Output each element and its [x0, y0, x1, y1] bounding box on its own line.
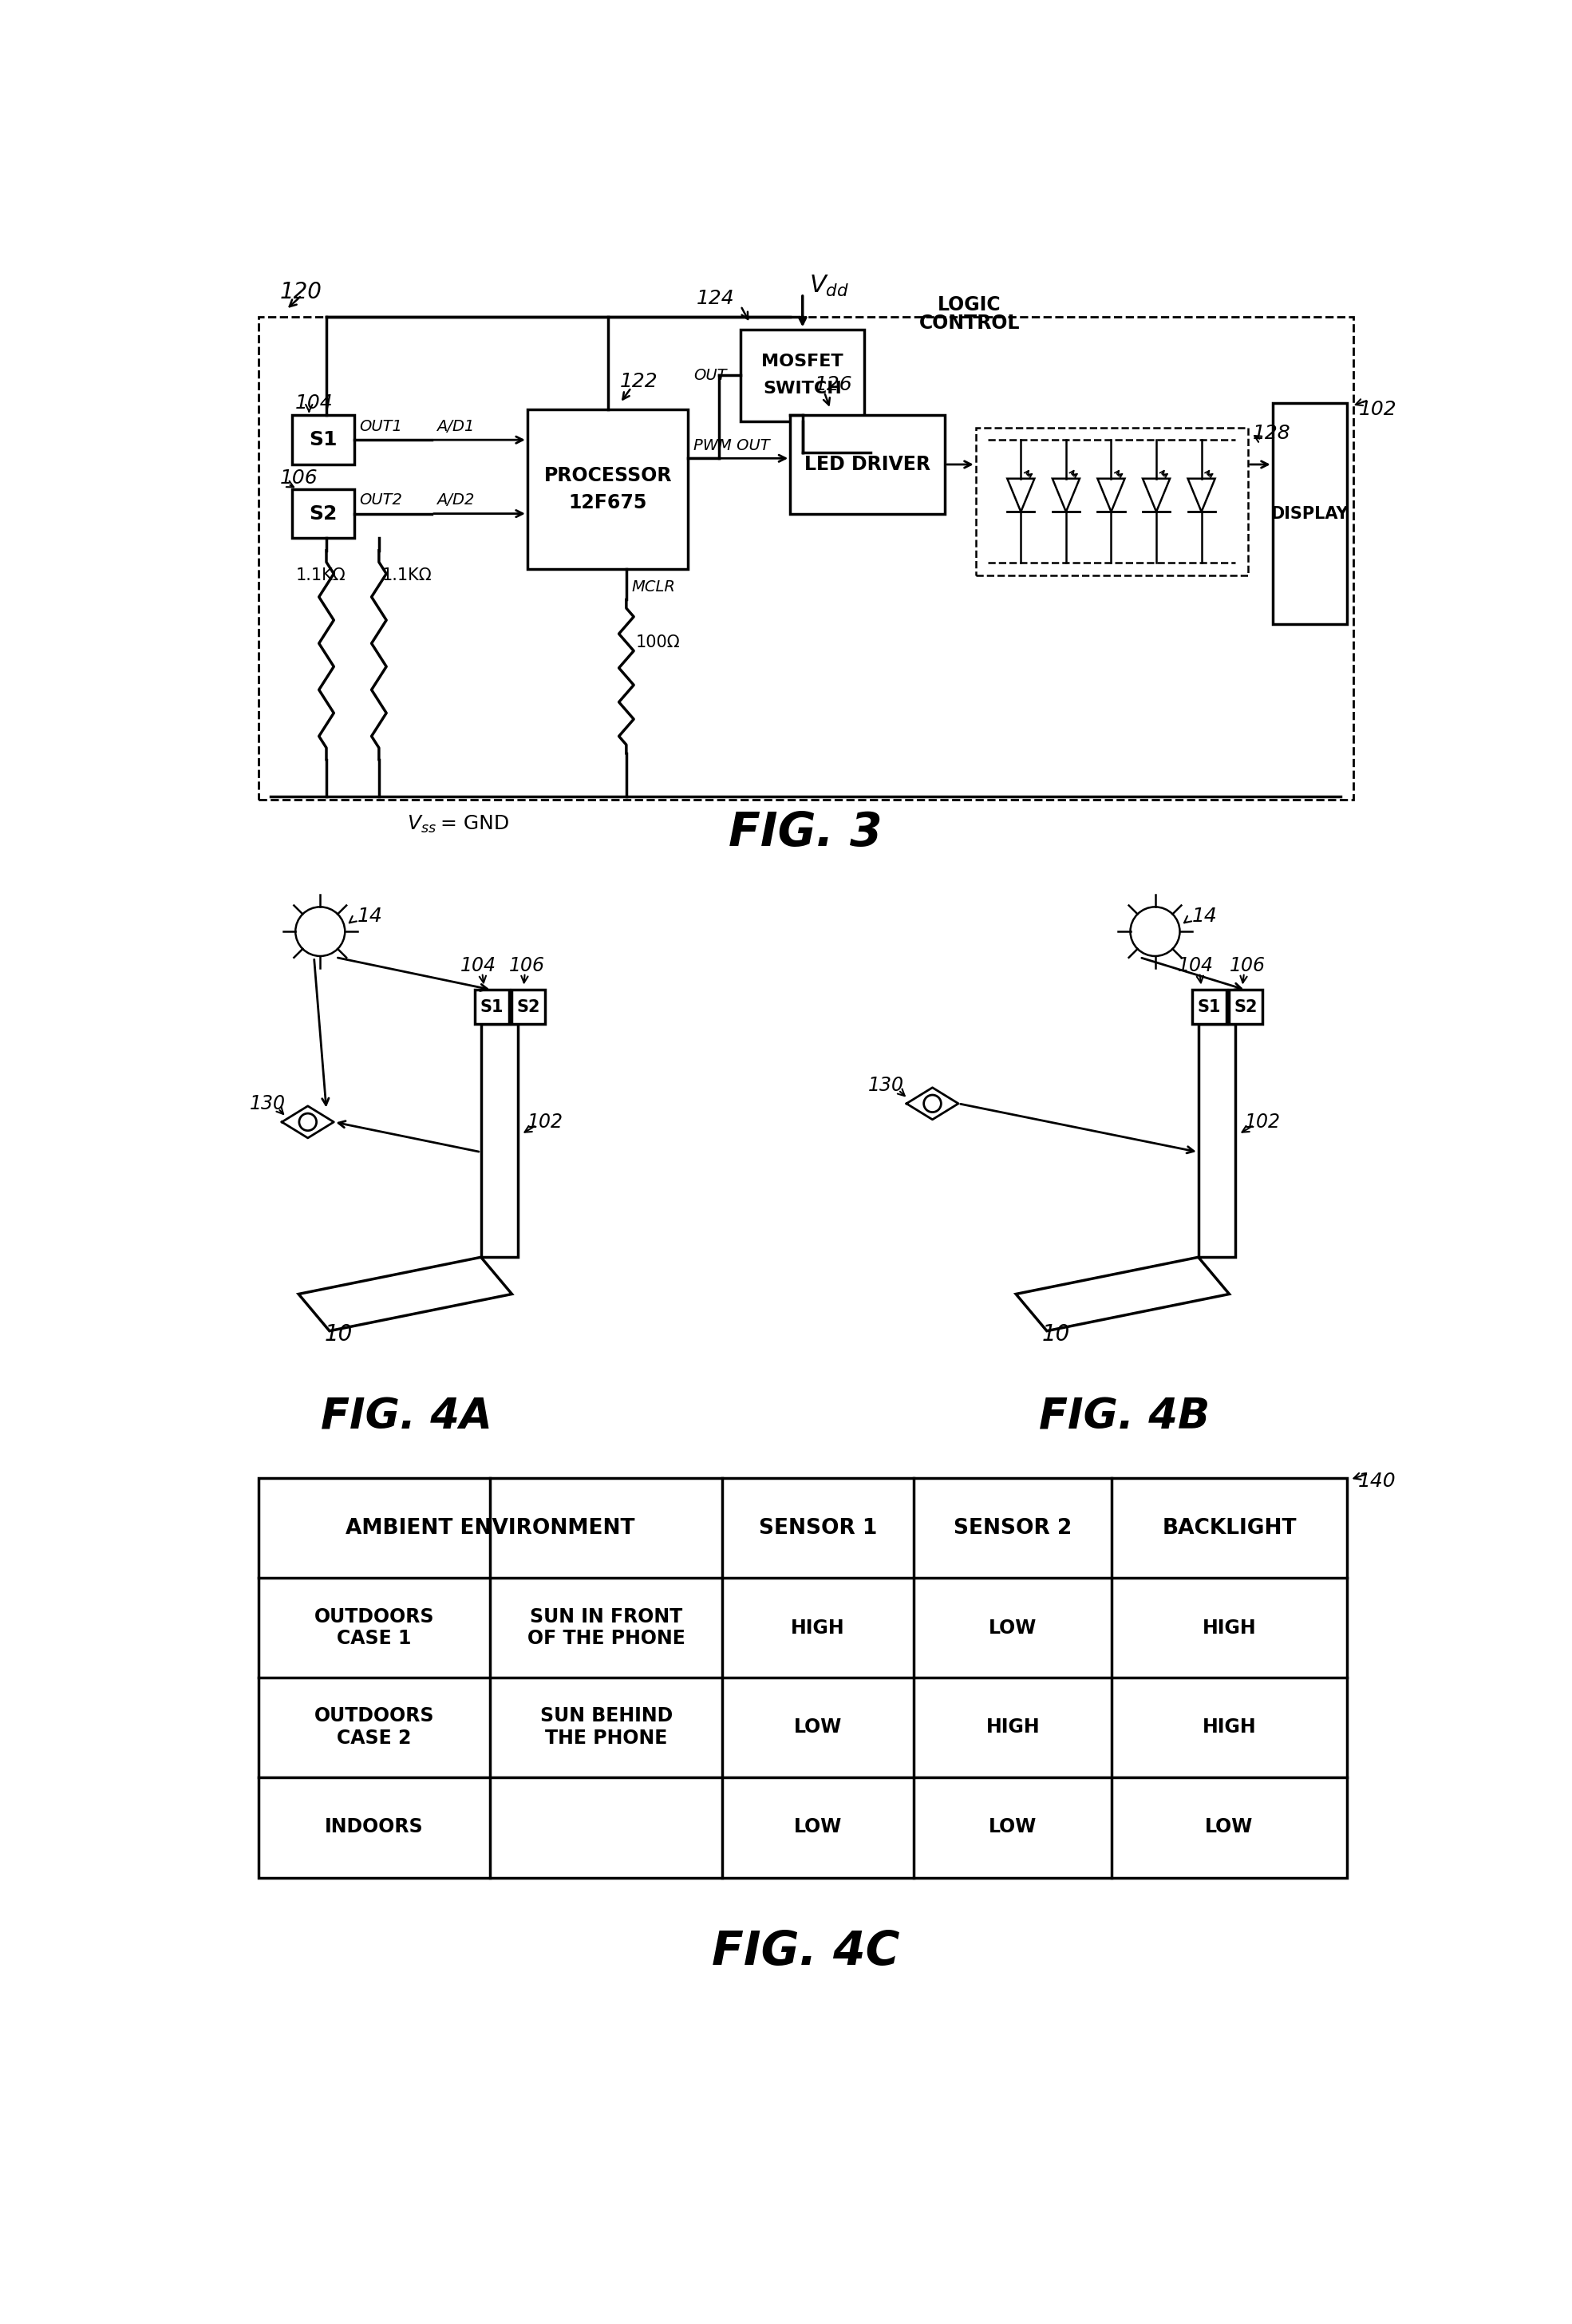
Text: SENSOR 2: SENSOR 2 — [954, 1518, 1072, 1538]
Text: S1: S1 — [1198, 999, 1221, 1016]
Text: HIGH: HIGH — [986, 1717, 1039, 1736]
Text: 10: 10 — [1042, 1322, 1071, 1346]
Bar — [481, 1023, 519, 1257]
Bar — [1229, 990, 1262, 1023]
Bar — [475, 990, 509, 1023]
Text: S1: S1 — [479, 999, 503, 1016]
Text: OUT2: OUT2 — [358, 493, 402, 507]
Text: 106: 106 — [1229, 955, 1265, 974]
Text: BACKLIGHT: BACKLIGHT — [1162, 1518, 1297, 1538]
Text: 130: 130 — [868, 1076, 904, 1095]
Bar — [511, 990, 545, 1023]
Text: 130: 130 — [250, 1095, 286, 1113]
Text: 14: 14 — [1192, 906, 1217, 925]
Text: 10: 10 — [325, 1322, 352, 1346]
Text: SUN IN FRONT
OF THE PHONE: SUN IN FRONT OF THE PHONE — [527, 1608, 685, 1648]
Text: SWITCH: SWITCH — [762, 381, 843, 397]
Text: 106: 106 — [280, 469, 318, 488]
Text: OUT: OUT — [693, 367, 726, 383]
Text: SENSOR 1: SENSOR 1 — [759, 1518, 877, 1538]
Text: LOW: LOW — [794, 1717, 843, 1736]
Bar — [292, 416, 354, 465]
Text: 124: 124 — [696, 288, 734, 309]
Text: 104: 104 — [296, 393, 333, 414]
Text: LOGIC: LOGIC — [938, 295, 1001, 314]
Text: 106: 106 — [509, 955, 544, 974]
Text: OUTDOORS
CASE 1: OUTDOORS CASE 1 — [314, 1608, 434, 1648]
Text: HIGH: HIGH — [1203, 1717, 1256, 1736]
Text: AMBIENT ENVIRONMENT: AMBIENT ENVIRONMENT — [346, 1518, 635, 1538]
Bar — [292, 488, 354, 539]
Text: LOW: LOW — [1206, 1817, 1253, 1836]
Text: S2: S2 — [517, 999, 541, 1016]
Bar — [1198, 1023, 1236, 1257]
Text: 120: 120 — [280, 281, 322, 304]
Text: A/D1: A/D1 — [437, 418, 475, 435]
Text: SUN BEHIND
THE PHONE: SUN BEHIND THE PHONE — [539, 1706, 673, 1748]
Text: FIG. 4B: FIG. 4B — [1039, 1397, 1209, 1439]
Text: PWM OUT: PWM OUT — [693, 439, 769, 453]
Text: $V_{ss}$: $V_{ss}$ — [407, 813, 437, 834]
Text: S2: S2 — [310, 504, 338, 523]
Text: 140: 140 — [1358, 1471, 1396, 1492]
Text: 12F675: 12F675 — [569, 493, 648, 511]
Text: LED DRIVER: LED DRIVER — [805, 456, 931, 474]
Bar — [527, 409, 689, 569]
Text: A/D2: A/D2 — [437, 493, 475, 507]
Text: LOW: LOW — [989, 1817, 1038, 1836]
Bar — [1273, 402, 1347, 625]
Text: $V_{dd}$: $V_{dd}$ — [808, 274, 849, 300]
Text: 14: 14 — [357, 906, 382, 925]
Text: INDOORS: INDOORS — [325, 1817, 423, 1836]
Text: FIG. 4A: FIG. 4A — [321, 1397, 492, 1439]
Bar — [740, 330, 865, 421]
Text: CONTROL: CONTROL — [920, 314, 1020, 332]
Text: 128: 128 — [1253, 425, 1291, 444]
Text: 102: 102 — [527, 1113, 563, 1132]
Text: 1.1KΩ: 1.1KΩ — [382, 567, 432, 583]
Text: HIGH: HIGH — [791, 1618, 846, 1638]
Text: MOSFET: MOSFET — [761, 353, 844, 370]
Text: = GND: = GND — [440, 813, 509, 834]
Bar — [791, 416, 945, 514]
Text: 122: 122 — [619, 372, 659, 390]
Text: FIG. 4C: FIG. 4C — [712, 1929, 899, 1975]
Text: 100Ω: 100Ω — [635, 634, 681, 651]
Bar — [258, 1478, 1347, 1878]
Bar — [258, 316, 1353, 799]
Text: S1: S1 — [310, 430, 338, 449]
Text: OUT1: OUT1 — [358, 418, 402, 435]
Text: 104: 104 — [1177, 955, 1214, 974]
Text: LOW: LOW — [989, 1618, 1038, 1638]
Text: 102: 102 — [1245, 1113, 1281, 1132]
Text: PROCESSOR: PROCESSOR — [544, 465, 671, 486]
Bar — [976, 428, 1248, 574]
Text: HIGH: HIGH — [1203, 1618, 1256, 1638]
Text: OUTDOORS
CASE 2: OUTDOORS CASE 2 — [314, 1706, 434, 1748]
Text: 1.1KΩ: 1.1KΩ — [296, 567, 346, 583]
Text: LOW: LOW — [794, 1817, 843, 1836]
Text: 102: 102 — [1360, 400, 1398, 418]
Text: S2: S2 — [1234, 999, 1258, 1016]
Text: DISPLAY: DISPLAY — [1270, 507, 1349, 521]
Text: 104: 104 — [461, 955, 495, 974]
Text: 126: 126 — [814, 374, 854, 395]
Bar — [1192, 990, 1226, 1023]
Text: MCLR: MCLR — [632, 579, 674, 595]
Text: FIG. 3: FIG. 3 — [729, 811, 882, 855]
